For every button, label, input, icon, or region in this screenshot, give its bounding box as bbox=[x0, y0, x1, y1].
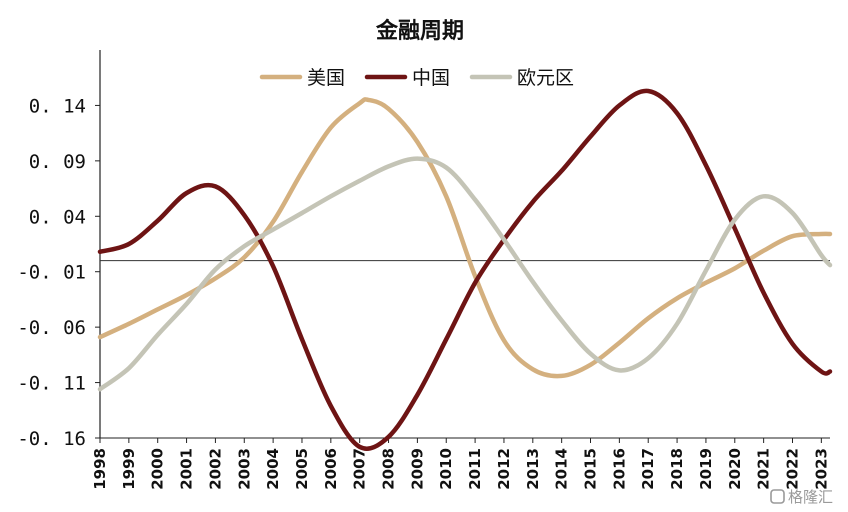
x-tick-label: 2009 bbox=[408, 448, 426, 490]
x-tick-label: 2017 bbox=[639, 448, 657, 490]
x-tick-label: 2011 bbox=[466, 448, 484, 490]
x-tick-label: 2012 bbox=[495, 448, 513, 490]
y-axis: 0. 14 0. 09 0. 04 -0. 01 -0. 06 -0. 11 -0. 16 bbox=[17, 50, 101, 450]
x-tick-label: 2003 bbox=[235, 448, 253, 490]
x-tick-label: 2021 bbox=[755, 448, 773, 490]
x-tick-label: 2014 bbox=[553, 448, 571, 490]
x-tick-label: 2018 bbox=[668, 448, 686, 490]
x-tick-label: 2001 bbox=[178, 448, 196, 490]
x-tick-label: 2004 bbox=[264, 448, 282, 490]
x-tick-label: 2002 bbox=[206, 448, 224, 490]
series-lines bbox=[97, 88, 833, 451]
x-tick-label: 2019 bbox=[697, 448, 715, 490]
x-tick-label: 2023 bbox=[812, 448, 830, 490]
y-tick-label: -0. 16 bbox=[17, 428, 86, 450]
legend-label-1: 中国 bbox=[412, 67, 450, 89]
x-tick-label: 2008 bbox=[380, 448, 398, 490]
x-axis: 1998 1999 2000 2001 2002 2003 2004 2005 2006 2007… bbox=[91, 260, 830, 490]
x-tick-label: 1999 bbox=[120, 448, 138, 490]
y-tick-label: -0. 06 bbox=[17, 317, 86, 339]
x-tick-label: 2007 bbox=[351, 448, 369, 490]
series-line-0 bbox=[97, 97, 833, 379]
legend-label-0: 美国 bbox=[307, 67, 345, 89]
x-tick-label: 2016 bbox=[610, 448, 628, 490]
x-tick-label: 1998 bbox=[91, 448, 109, 490]
y-tick-label: 0. 14 bbox=[29, 95, 86, 117]
y-tick-label: 0. 09 bbox=[29, 151, 86, 173]
legend: 美国 中国 欧元区 bbox=[259, 67, 574, 89]
legend-label-2: 欧元区 bbox=[517, 67, 574, 89]
y-tick-label: 0. 04 bbox=[29, 206, 86, 228]
x-tick-label: 2015 bbox=[582, 448, 600, 490]
x-tick-label: 2020 bbox=[726, 448, 744, 490]
watermark: 格隆汇 bbox=[770, 488, 833, 506]
x-tick-label: 2005 bbox=[293, 448, 311, 490]
series-line-1 bbox=[97, 88, 833, 451]
gelonghui-logo-icon bbox=[770, 489, 785, 504]
y-tick-label: -0. 11 bbox=[17, 373, 86, 395]
watermark-text: 格隆汇 bbox=[788, 488, 833, 506]
x-tick-label: 2022 bbox=[783, 448, 801, 490]
y-tick-label: -0. 01 bbox=[17, 262, 86, 284]
chart-title: 金融周期 bbox=[375, 18, 464, 44]
series-line-2 bbox=[97, 156, 833, 392]
x-tick-label: 2006 bbox=[322, 448, 340, 490]
x-tick-label: 2010 bbox=[437, 448, 455, 490]
x-tick-label: 2013 bbox=[524, 448, 542, 490]
x-tick-label: 2000 bbox=[149, 448, 167, 490]
